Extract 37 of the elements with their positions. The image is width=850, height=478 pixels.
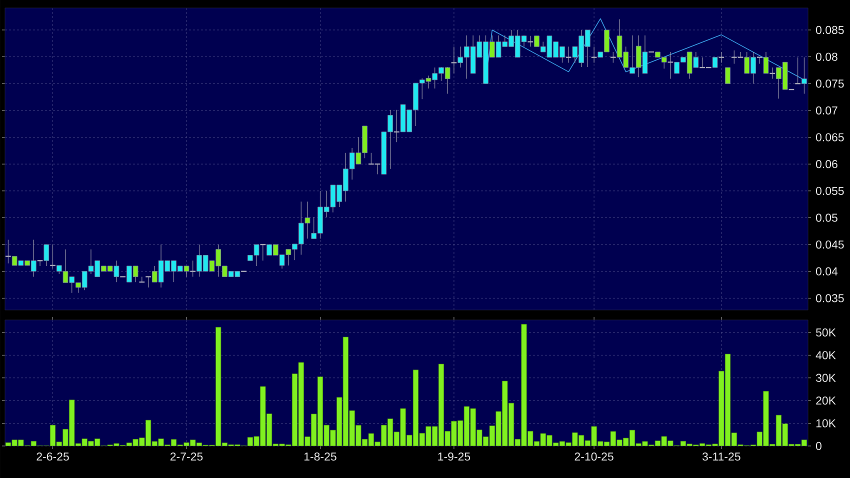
y-tick-label: 0.035	[816, 294, 844, 302]
y-tick-label: 40K	[816, 351, 836, 360]
y-tick-label: 0.06	[816, 160, 838, 168]
y-tick-label: 10K	[816, 419, 836, 428]
y-tick-label: 0.075	[816, 80, 844, 88]
y-tick-label: 20K	[816, 396, 836, 405]
candlestick	[450, 46, 458, 74]
y-tick-label: 50K	[816, 328, 836, 337]
y-tick-label: 0.04	[816, 267, 838, 276]
candlestick	[565, 46, 572, 63]
candlestick	[527, 36, 534, 47]
y-tick-label: 0.085	[816, 26, 844, 34]
candlestick	[610, 52, 616, 63]
y-tick-label: 30K	[816, 374, 836, 382]
x-tick-label: 1-8-25	[304, 452, 336, 461]
y-tick-label: 0.055	[816, 186, 844, 195]
candlestick	[718, 52, 725, 63]
candlestick	[44, 244, 50, 266]
y-tick-label: 0.08	[816, 52, 838, 61]
x-tick-label: 3-11-25	[702, 452, 740, 461]
x-tick-label: 2-6-25	[36, 452, 69, 461]
candlestick	[802, 57, 807, 94]
y-tick-label: 0.05	[816, 214, 838, 222]
x-tick-label: 2-10-25	[574, 452, 614, 461]
candlestick	[725, 67, 730, 84]
y-tick-label: 0.065	[816, 133, 844, 142]
y-tick-label: 0	[816, 442, 822, 450]
y-tick-label: 0.07	[816, 106, 838, 115]
candlestick	[5, 239, 12, 264]
candlestick	[712, 57, 718, 68]
x-tick-label: 1-9-25	[438, 452, 470, 461]
candlestick	[763, 52, 769, 74]
y-tick-label: 0.045	[816, 240, 844, 249]
candlestick	[145, 276, 152, 288]
x-tick-label: 2-7-25	[170, 452, 203, 461]
candlestick	[667, 52, 674, 80]
candlestick	[590, 46, 598, 63]
